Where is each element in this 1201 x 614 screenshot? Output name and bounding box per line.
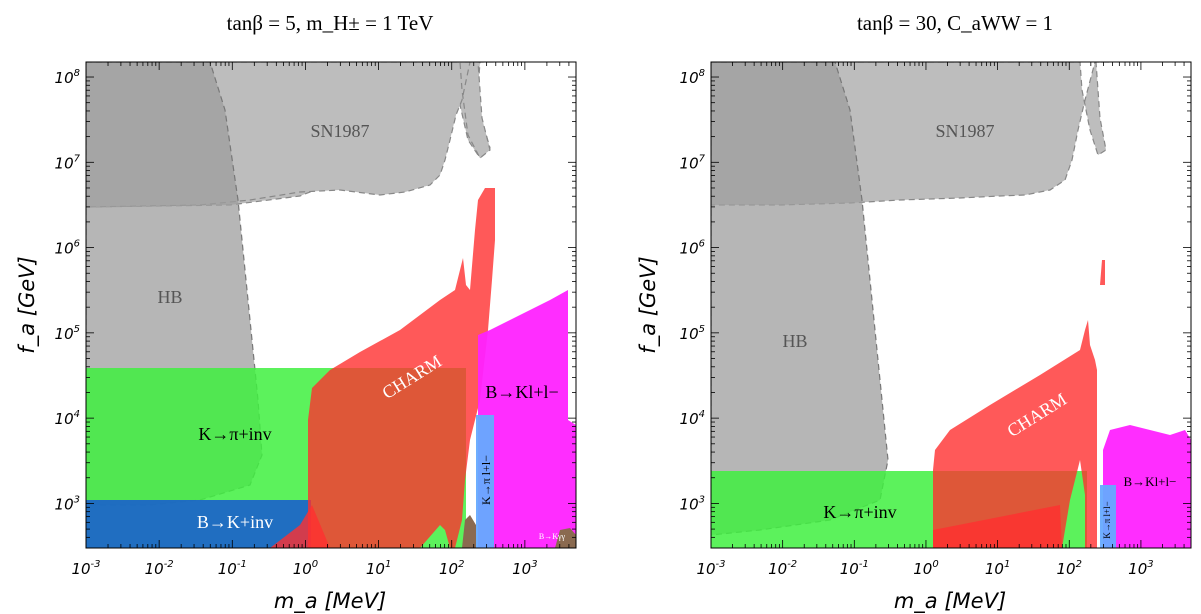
left-region-b-k-gg [555, 528, 576, 548]
left-region-brown-1 [462, 515, 476, 548]
right-region-b-k-ll [1103, 425, 1191, 548]
left-x-tick-label: 100 [293, 559, 318, 578]
left-label-sn1987: SN1987 [310, 121, 369, 141]
right-label-hb: HB [782, 331, 807, 351]
left-x-tick-label: 10-1 [218, 559, 247, 578]
left-plot-area [86, 62, 576, 548]
right-y-tick-label: 108 [680, 68, 705, 87]
left-y-tick-label: 105 [55, 324, 80, 343]
left-title: tanβ = 5, m_H± = 1 TeV [227, 11, 434, 35]
left-label-k-pi-inv: K→π+inv [198, 424, 271, 444]
left-axes-frame [85, 61, 577, 549]
left-x-tick-label: 102 [439, 559, 464, 578]
left-y-tick-label: 103 [55, 494, 80, 513]
right-x-tick-label: 101 [985, 559, 1010, 578]
left-y-ticks: 103 104 105 106 107 108 [55, 68, 576, 549]
right-label-k-pi-inv: K→π+inv [823, 502, 896, 522]
right-plot-area [711, 62, 1191, 548]
left-region-charm [308, 188, 495, 548]
right-label-k-pi-ll: K→π l+l− [1102, 501, 1112, 538]
right-region-charm-bottom [933, 505, 1062, 548]
right-x-tick-label: 100 [913, 559, 938, 578]
left-region-b-k-ll [478, 290, 576, 548]
right-axes-frame [710, 61, 1192, 549]
left-x-ticks: 10-3 10-2 10-1 100 101 102 103 [71, 62, 577, 578]
left-y-tick-label: 104 [55, 409, 80, 428]
right-label-sn1987: SN1987 [935, 121, 994, 141]
left-label-b-k-inv: B→K+inv [197, 512, 273, 532]
right-panel: tanβ = 30, C_aWW = 1 10-3 10-2 10-1 100 101 1… [636, 11, 1192, 614]
left-y-axis-label: f_a [GeV] [15, 256, 40, 353]
right-region-hb [711, 62, 889, 536]
left-region-k-pi-ll [476, 415, 494, 548]
right-x-tick-label: 102 [1057, 559, 1082, 578]
right-y-tick-label: 106 [680, 239, 705, 258]
left-y-tick-label: 108 [55, 68, 80, 87]
left-x-axis-label: m_a [MeV] [274, 589, 386, 614]
left-x-tick-label: 103 [512, 559, 537, 578]
right-region-charm-spike [1100, 260, 1105, 285]
right-x-ticks: 10-3 10-2 10-1 100 101 102 103 [696, 62, 1192, 578]
right-title: tanβ = 30, C_aWW = 1 [857, 11, 1053, 35]
right-region-k-pi-ll [1100, 485, 1116, 548]
right-x-tick-label: 10-2 [768, 559, 797, 578]
right-y-tick-label: 105 [680, 324, 705, 343]
right-y-tick-label: 104 [680, 409, 705, 428]
right-x-tick-label: 103 [1128, 559, 1153, 578]
left-x-tick-label: 101 [366, 559, 391, 578]
left-y-tick-label: 106 [55, 239, 80, 258]
left-x-tick-label: 10-3 [71, 559, 100, 578]
left-x-tick-label: 10-2 [145, 559, 174, 578]
left-panel: tanβ = 5, m_H± = 1 TeV 10-3 10-2 10-1 100 10… [15, 11, 577, 614]
left-region-b-k-inv [86, 500, 311, 548]
left-label-k-pi-ll: K→π l+l− [479, 455, 493, 505]
left-y-tick-label: 107 [55, 153, 81, 172]
right-y-tick-label: 103 [680, 494, 705, 513]
right-region-charm [933, 320, 1097, 548]
left-label-hb: HB [157, 287, 182, 307]
left-region-charm-wedge [270, 505, 330, 548]
left-label-b-k-gg: B→Kγγ [539, 532, 566, 541]
left-label-b-k-ll: B→Kl+l− [485, 382, 558, 402]
right-y-ticks: 103 104 105 106 107 108 [680, 68, 1191, 549]
right-y-tick-label: 107 [680, 153, 706, 172]
right-label-b-k-ll: B→Kl+l− [1124, 474, 1177, 489]
right-y-axis-label: f_a [GeV] [636, 256, 661, 353]
right-x-tick-label: 10-3 [696, 559, 725, 578]
right-x-axis-label: m_a [MeV] [894, 589, 1006, 614]
right-x-tick-label: 10-1 [840, 559, 869, 578]
